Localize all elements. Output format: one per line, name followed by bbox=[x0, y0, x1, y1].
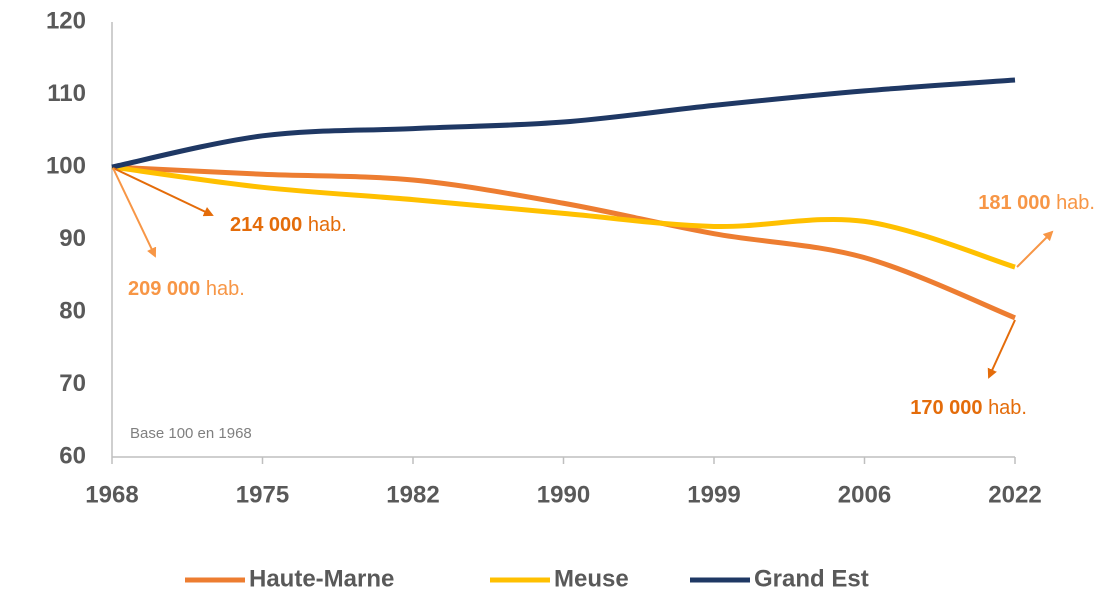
note: Base 100 en 1968 bbox=[130, 425, 252, 442]
annotation-unit: hab. bbox=[988, 397, 1027, 419]
annotation-value: 170 000 bbox=[910, 397, 982, 419]
annotation-arrow bbox=[112, 167, 157, 258]
annotation-unit: hab. bbox=[1056, 192, 1095, 214]
y-tick-label: 90 bbox=[59, 225, 86, 252]
annotation: 209 000 hab. bbox=[128, 278, 245, 300]
y-tick-label: 60 bbox=[59, 442, 86, 469]
x-tick-label: 2022 bbox=[988, 481, 1041, 508]
annotation-value: 209 000 bbox=[128, 278, 200, 300]
series-line bbox=[111, 164, 1016, 321]
annotation: 170 000 hab. bbox=[910, 397, 1027, 419]
x-tick-label: 2006 bbox=[838, 481, 891, 508]
y-tick-label: 70 bbox=[59, 370, 86, 397]
y-tick-label: 120 bbox=[46, 7, 86, 34]
x-tick-label: 1990 bbox=[537, 481, 590, 508]
legend-label: Haute-Marne bbox=[249, 565, 394, 592]
series-line bbox=[111, 77, 1016, 170]
annotation-unit: hab. bbox=[206, 278, 245, 300]
annotation-value: 181 000 bbox=[978, 192, 1050, 214]
legend-label: Grand Est bbox=[754, 565, 869, 592]
x-tick-label: 1975 bbox=[236, 481, 289, 508]
series-line bbox=[111, 164, 1016, 270]
x-tick-label: 1999 bbox=[687, 481, 740, 508]
annotation-arrow bbox=[112, 167, 214, 217]
annotation-arrow bbox=[1016, 230, 1054, 268]
annotation-arrow bbox=[987, 319, 1016, 379]
y-tick-label: 100 bbox=[46, 152, 86, 179]
annotation: 181 000 hab. bbox=[978, 192, 1095, 214]
y-tick-label: 110 bbox=[47, 80, 86, 107]
legend-label: Meuse bbox=[554, 565, 629, 592]
annotation: 214 000 hab. bbox=[230, 214, 347, 236]
x-tick-label: 1982 bbox=[386, 481, 439, 508]
annotation-value: 214 000 bbox=[230, 214, 302, 236]
x-tick-label: 1968 bbox=[85, 481, 138, 508]
annotation-unit: hab. bbox=[308, 214, 347, 236]
y-tick-label: 80 bbox=[59, 297, 86, 324]
